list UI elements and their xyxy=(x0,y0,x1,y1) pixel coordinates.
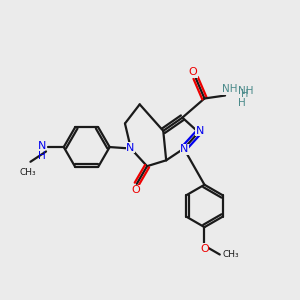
Text: N: N xyxy=(126,143,134,153)
Text: N: N xyxy=(38,141,46,151)
Text: H: H xyxy=(38,151,46,161)
Text: CH₃: CH₃ xyxy=(222,250,239,259)
Text: N: N xyxy=(180,144,189,154)
Text: NH: NH xyxy=(238,86,254,96)
Text: H: H xyxy=(241,89,248,99)
Text: N: N xyxy=(196,126,204,136)
Text: O: O xyxy=(131,185,140,195)
Text: O: O xyxy=(188,67,197,77)
Text: O: O xyxy=(200,244,209,254)
Text: CH₃: CH₃ xyxy=(20,168,36,177)
Text: NH: NH xyxy=(222,84,237,94)
Text: H: H xyxy=(238,98,246,108)
